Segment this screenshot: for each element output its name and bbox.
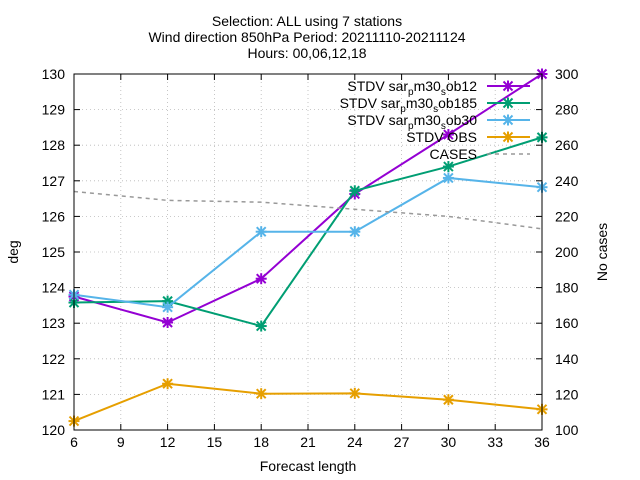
- x-tick-label: 15: [207, 434, 223, 450]
- chart-title: Selection: ALL using 7 stations Wind dir…: [148, 13, 465, 61]
- y2-tick-label: 220: [555, 208, 579, 224]
- y-tick-label: 120: [42, 422, 66, 438]
- series-line: [73, 176, 543, 309]
- x-tick-label: 24: [347, 434, 363, 450]
- data-point: [255, 388, 267, 400]
- y2-tick-label: 100: [555, 422, 579, 438]
- y2-tick-label: 140: [555, 351, 579, 367]
- data-point: [162, 301, 174, 313]
- legend-marker: [502, 80, 514, 92]
- y-tick-label: 128: [42, 137, 66, 153]
- legend-label: STDV sarpm30sob12: [347, 78, 477, 98]
- data-point: [349, 185, 361, 197]
- data-point: [255, 320, 267, 332]
- x-tick-label: 6: [70, 434, 78, 450]
- legend-marker: [502, 114, 514, 126]
- y-axis-label: deg: [5, 240, 21, 263]
- y-tick-label: 124: [42, 280, 66, 296]
- y2-tick-label: 300: [555, 66, 579, 82]
- series-line: [73, 136, 543, 328]
- legend-label: STDV sarpm30sob185: [340, 95, 478, 115]
- y-tick-label: 125: [42, 244, 66, 260]
- ticks: 6 9 12 15 18 21 24 27 30 33 36 120 121 122 123 124 125 12…: [42, 66, 579, 450]
- y2-axis-label: No cases: [594, 223, 610, 281]
- x-tick-label: 33: [487, 434, 503, 450]
- y-tick-label: 126: [42, 208, 66, 224]
- y2-tick-label: 200: [555, 244, 579, 260]
- y-tick-label: 121: [42, 386, 66, 402]
- y-tick-label: 122: [42, 351, 66, 367]
- x-tick-label: 36: [534, 434, 550, 450]
- data-point: [255, 273, 267, 285]
- legend-label: STDV OBS: [406, 129, 477, 145]
- series-line: [73, 73, 543, 324]
- data-point: [349, 226, 361, 238]
- y2-tick-label: 160: [555, 315, 579, 331]
- data-point: [442, 172, 454, 184]
- legend-label: CASES: [430, 146, 477, 162]
- title-line-3: Hours: 00,06,12,18: [247, 45, 366, 61]
- legend-marker: [502, 97, 514, 109]
- x-tick-label: 12: [160, 434, 176, 450]
- x-tick-label: 9: [117, 434, 125, 450]
- x-tick-label: 18: [253, 434, 269, 450]
- x-tick-label: 21: [300, 434, 316, 450]
- y-tick-label: 130: [42, 66, 66, 82]
- data-point: [162, 378, 174, 390]
- series-line: [73, 382, 543, 423]
- series-4: [73, 190, 543, 230]
- data-point: [255, 226, 267, 238]
- data-point: [349, 387, 361, 399]
- data-point: [442, 129, 454, 141]
- x-tick-label: 30: [441, 434, 457, 450]
- data-point: [442, 161, 454, 173]
- y2-tick-label: 280: [555, 102, 579, 118]
- legend-marker: [502, 131, 514, 143]
- x-tick-label: 27: [394, 434, 410, 450]
- title-line-1: Selection: ALL using 7 stations: [212, 13, 402, 29]
- y-tick-label: 123: [42, 315, 66, 331]
- series-line: [73, 190, 543, 230]
- y2-tick-label: 120: [555, 386, 579, 402]
- y2-tick-label: 180: [555, 280, 579, 296]
- grid: [74, 74, 542, 430]
- y2-tick-label: 240: [555, 173, 579, 189]
- data-point: [442, 394, 454, 406]
- data-point: [162, 316, 174, 328]
- y-tick-label: 127: [42, 173, 66, 189]
- title-line-2: Wind direction 850hPa Period: 20211110-2…: [148, 29, 465, 45]
- y2-tick-label: 260: [555, 137, 579, 153]
- legend-label: STDV sarpm30sob30: [347, 112, 477, 132]
- y-tick-label: 129: [42, 102, 66, 118]
- x-axis-label: Forecast length: [260, 458, 357, 474]
